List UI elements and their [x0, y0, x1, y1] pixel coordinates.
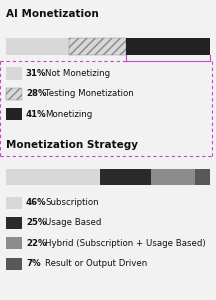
Text: 7%: 7% [26, 259, 41, 268]
Bar [195, 169, 210, 185]
Text: Subscription: Subscription [45, 198, 99, 207]
Bar [6, 88, 22, 100]
Text: 41%: 41% [26, 110, 46, 119]
Text: Testing Monetization: Testing Monetization [45, 89, 134, 98]
Bar [6, 196, 22, 208]
Text: 46%: 46% [26, 198, 46, 207]
Text: Usage Based: Usage Based [45, 218, 102, 227]
Text: Not Monetizing: Not Monetizing [45, 69, 111, 78]
Text: 28%: 28% [26, 89, 46, 98]
Text: Hybrid (Subscription + Usage Based): Hybrid (Subscription + Usage Based) [45, 239, 206, 248]
Bar [6, 38, 69, 55]
Bar [100, 169, 151, 185]
Text: AI Monetization: AI Monetization [6, 9, 99, 19]
Text: Result or Output Driven: Result or Output Driven [45, 259, 148, 268]
Bar [6, 108, 22, 120]
Bar [6, 169, 100, 185]
Bar [6, 237, 22, 249]
Text: Monetization Strategy: Monetization Strategy [6, 140, 138, 149]
Text: 22%: 22% [26, 239, 46, 248]
Bar [6, 68, 22, 80]
Bar [6, 217, 22, 229]
Bar [6, 258, 22, 270]
Bar [126, 38, 210, 55]
Text: 31%: 31% [26, 69, 46, 78]
Bar [151, 169, 195, 185]
Text: Monetizing: Monetizing [45, 110, 93, 119]
Text: 25%: 25% [26, 218, 46, 227]
Bar [69, 38, 126, 55]
